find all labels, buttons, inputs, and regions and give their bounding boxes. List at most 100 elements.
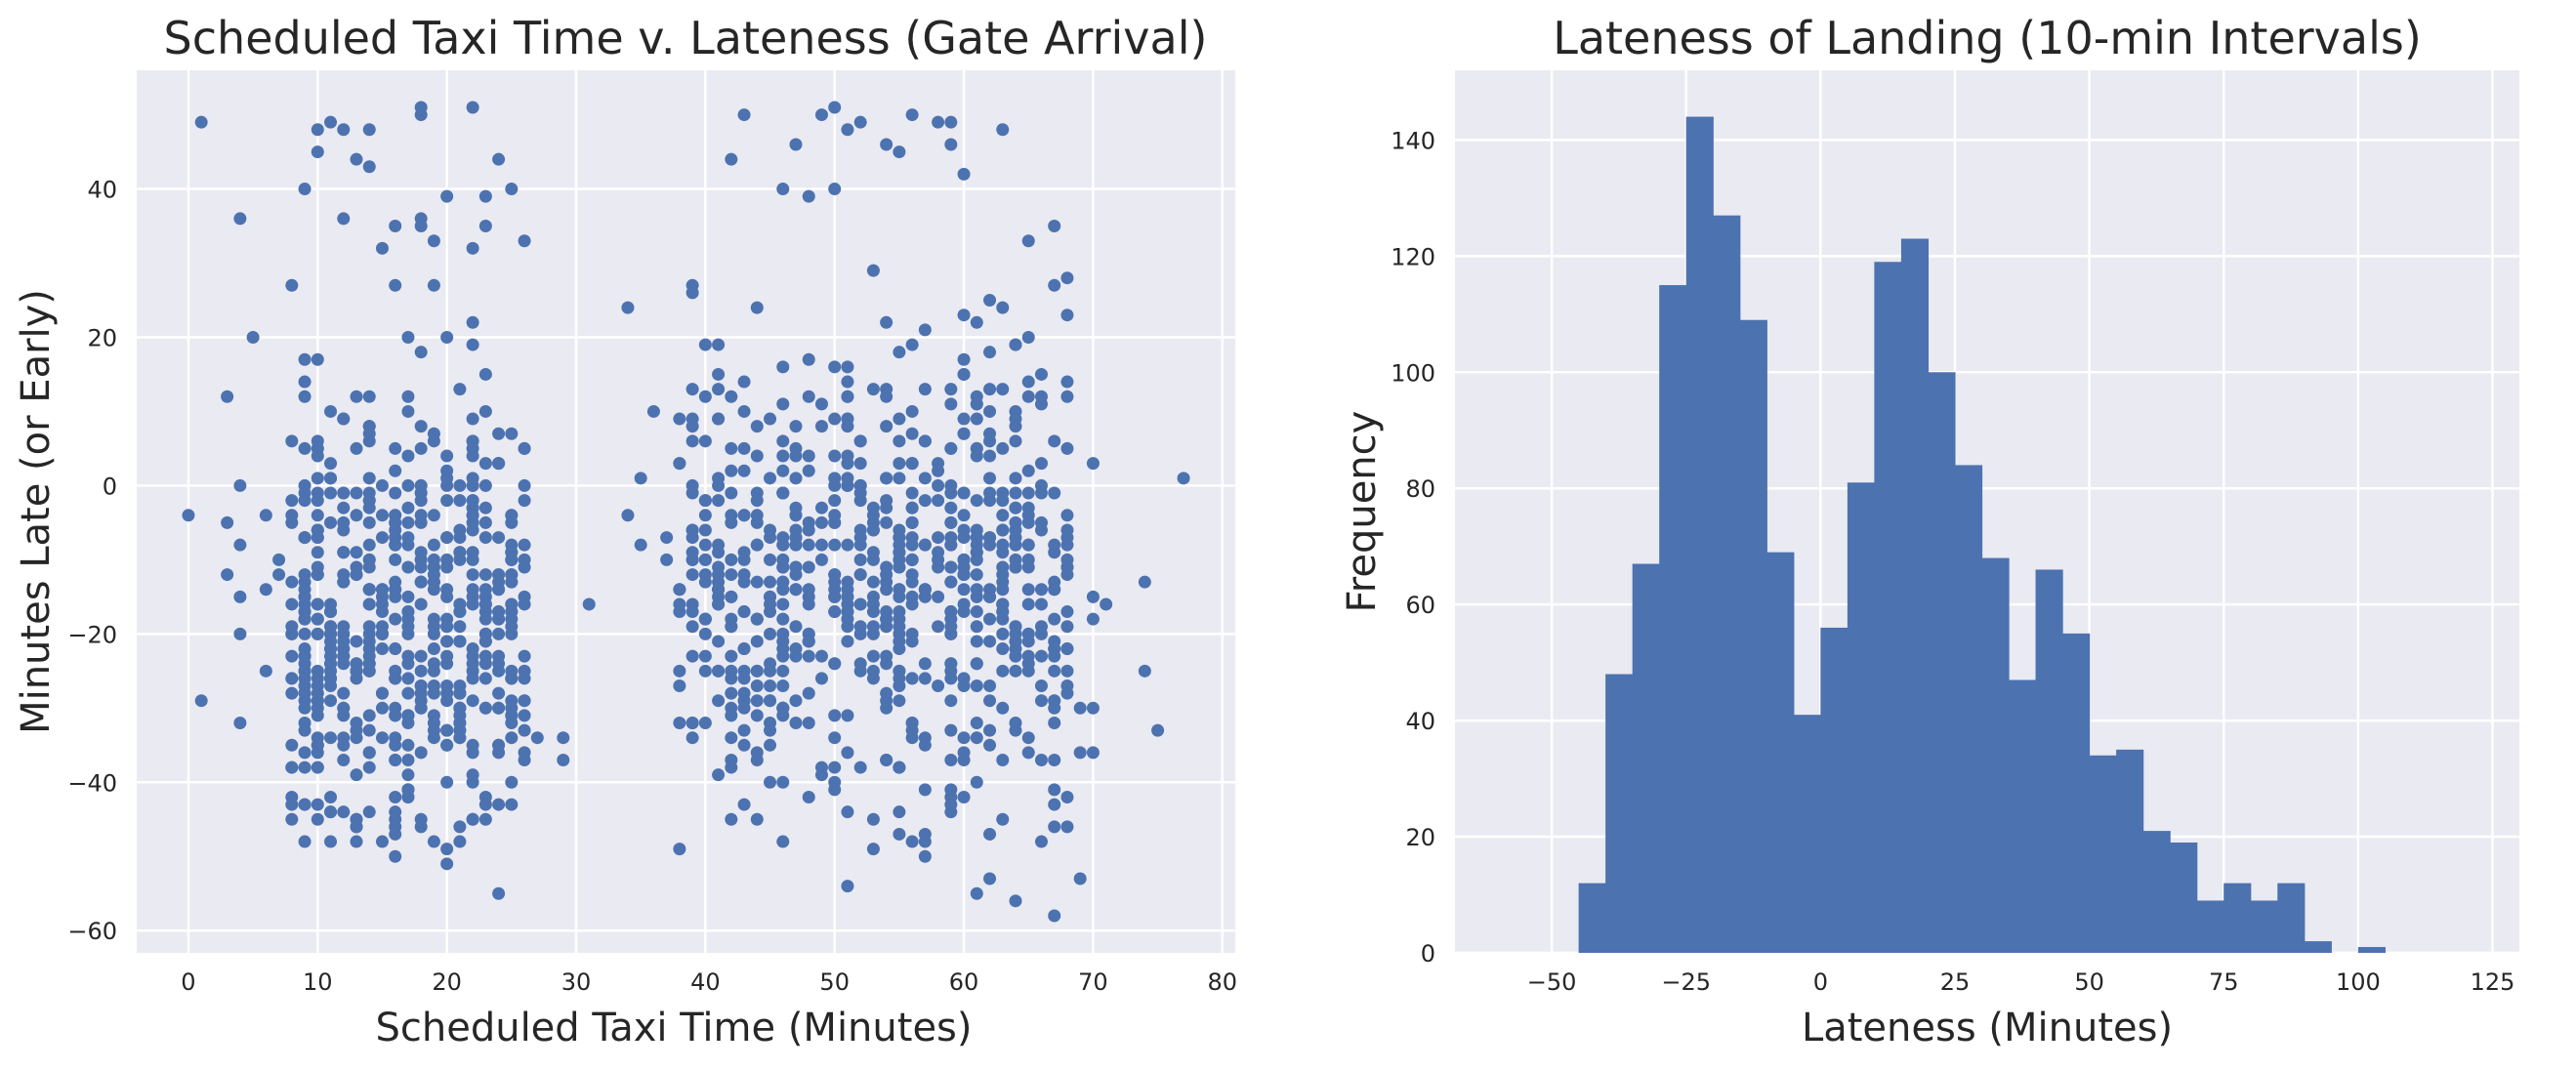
scatter-point	[866, 812, 880, 826]
scatter-point	[324, 472, 338, 485]
scatter-point	[1021, 464, 1035, 477]
y-tick-label: 100	[1391, 359, 1435, 387]
scatter-point	[957, 731, 971, 745]
scatter-point	[957, 486, 971, 500]
scatter-point	[776, 560, 790, 574]
scatter-point	[737, 441, 751, 455]
x-tick-label: 20	[432, 968, 462, 996]
scatter-point	[337, 575, 351, 589]
scatter-point	[944, 538, 958, 552]
scatter-point	[750, 486, 764, 500]
scatter-point	[505, 731, 519, 745]
scatter-point	[893, 145, 906, 159]
scatter-point	[660, 531, 674, 545]
scatter-point	[725, 152, 738, 166]
scatter-point	[285, 761, 299, 774]
y-tick-label: −20	[67, 621, 117, 648]
scatter-point	[453, 686, 467, 700]
scatter-point	[350, 568, 363, 582]
scatter-point	[414, 494, 428, 508]
scatter-point	[311, 709, 324, 722]
scatter-point	[841, 746, 854, 760]
scatter-point	[789, 472, 803, 485]
scatter-point	[478, 478, 492, 492]
scatter-point	[1021, 649, 1035, 663]
scatter-point	[957, 509, 971, 522]
scatter-point	[918, 323, 932, 337]
scatter-point	[983, 723, 997, 737]
scatter-point	[750, 612, 764, 626]
x-tick-label: 100	[2336, 968, 2381, 996]
scatter-point	[337, 546, 351, 559]
scatter-point	[918, 434, 932, 448]
scatter-point	[337, 805, 351, 819]
scatter-point	[737, 672, 751, 685]
scatter-point	[893, 434, 906, 448]
scatter-point	[427, 538, 440, 552]
scatter-point	[1073, 701, 1087, 715]
scatter-point	[311, 679, 324, 693]
scatter-point	[362, 761, 376, 774]
scatter-point	[401, 390, 415, 403]
scatter-point	[893, 583, 906, 597]
scatter-point	[880, 390, 893, 403]
scatter-point	[1021, 731, 1035, 745]
scatter-point	[505, 546, 519, 559]
scatter-point	[453, 835, 467, 848]
scatter-point	[918, 672, 932, 685]
scatter-point	[893, 412, 906, 426]
scatter-point	[725, 709, 738, 722]
scatter-point	[298, 531, 312, 545]
y-tick-label: −60	[67, 918, 117, 945]
scatter-point	[350, 441, 363, 455]
scatter-point	[337, 501, 351, 514]
scatter-point	[1060, 790, 1074, 803]
scatter-point	[311, 568, 324, 582]
scatter-point	[853, 486, 867, 500]
scatter-point	[970, 886, 983, 900]
scatter-point	[492, 612, 506, 626]
scatter-point	[337, 486, 351, 500]
histogram-bar	[1739, 319, 1767, 954]
scatter-point	[478, 701, 492, 715]
scatter-point	[918, 538, 932, 552]
scatter-point	[453, 523, 467, 537]
y-tick-label: 80	[1405, 475, 1435, 503]
scatter-point	[1060, 679, 1074, 693]
scatter-point	[789, 531, 803, 545]
y-tick-label: −40	[67, 769, 117, 797]
scatter-point	[970, 553, 983, 566]
x-tick-label: −25	[1661, 968, 1711, 996]
scatter-point	[1021, 583, 1035, 597]
histogram-bar	[2089, 755, 2117, 953]
scatter-point	[285, 798, 299, 811]
scatter-point	[996, 583, 1010, 597]
scatter-point	[298, 798, 312, 811]
scatter-point	[1048, 220, 1061, 233]
scatter-point	[737, 694, 751, 708]
scatter-point	[957, 583, 971, 597]
scatter-point	[893, 560, 906, 574]
scatter-point	[492, 627, 506, 640]
scatter-point	[1021, 486, 1035, 500]
scatter-point	[802, 597, 815, 611]
scatter-point	[905, 457, 919, 471]
scatter-point	[853, 627, 867, 640]
scatter-panel: 0 10 20 30 40 50 60 70 80 −60 −40 −20 0 20 40 Schedul…	[14, 12, 1237, 1050]
scatter-point	[1009, 472, 1022, 485]
scatter-point	[828, 709, 842, 722]
y-tick-label: 60	[1405, 592, 1435, 619]
scatter-point	[802, 790, 815, 803]
scatter-point	[557, 753, 570, 766]
scatter-point	[932, 620, 945, 634]
scatter-point	[789, 642, 803, 656]
scatter-point	[932, 115, 945, 129]
scatter-point	[750, 753, 764, 766]
scatter-point	[802, 560, 815, 574]
scatter-point	[918, 731, 932, 745]
scatter-point	[673, 605, 686, 619]
scatter-point	[802, 635, 815, 648]
y-tick-label: 20	[87, 324, 117, 351]
scatter-point	[375, 509, 389, 522]
